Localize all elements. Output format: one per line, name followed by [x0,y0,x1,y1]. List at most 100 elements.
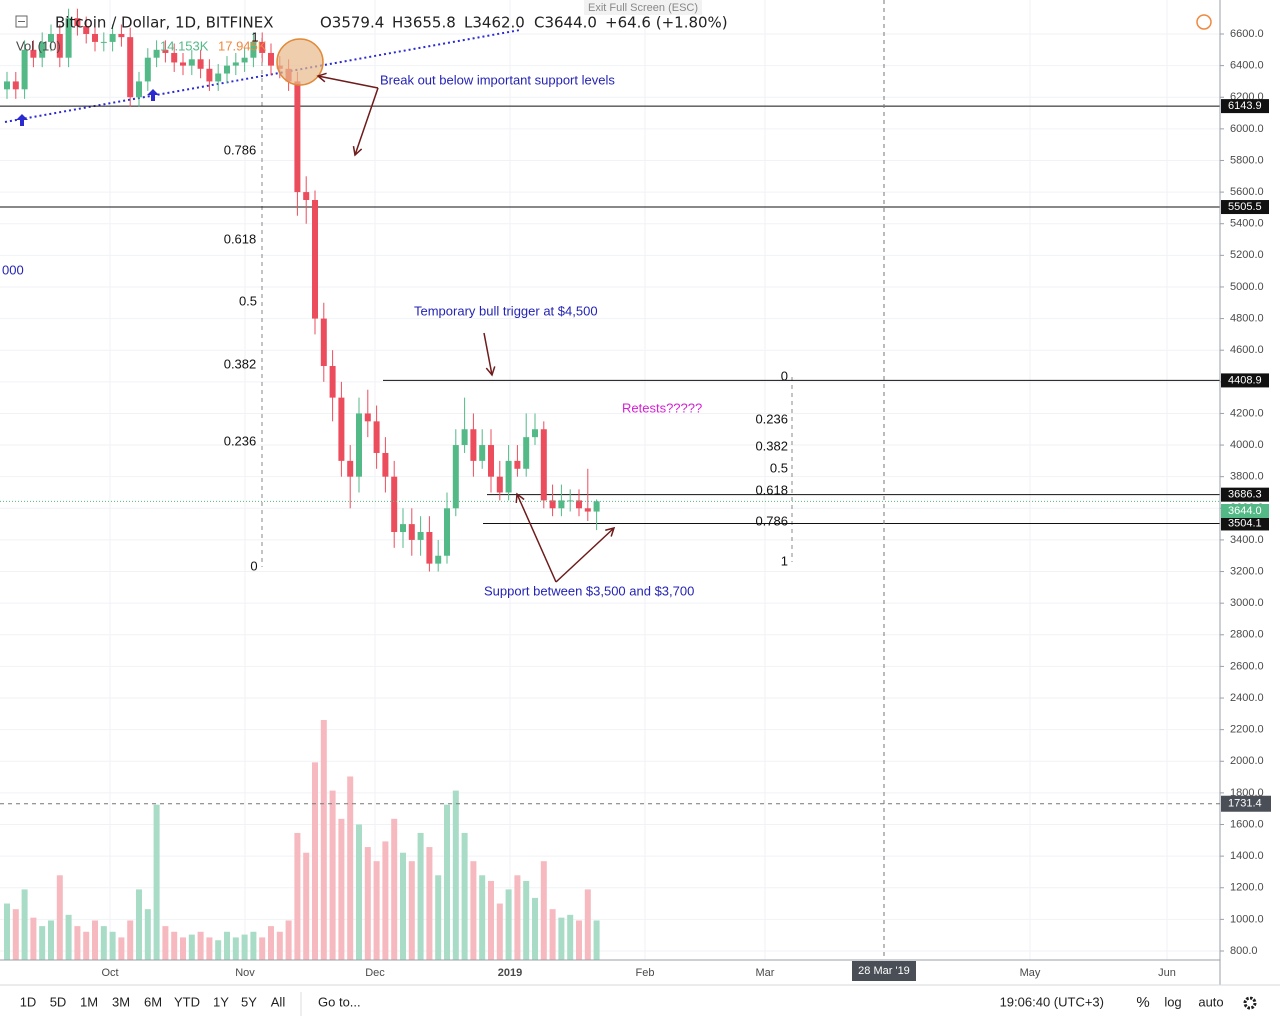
candle-body [461,429,468,446]
volume-bar [391,818,398,960]
fib-label: 0.5 [239,293,257,308]
range-button[interactable]: 1M [80,994,98,1009]
range-button[interactable]: 1Y [213,994,229,1009]
y-tick-label: 2600.0 [1230,660,1264,672]
crosshair-date-tag [852,961,916,981]
last-price-label: 3644.0 [1228,505,1262,517]
volume-bar [417,832,424,960]
y-tick-label: 4600.0 [1230,344,1264,356]
price-tag-label: 4408.9 [1228,374,1262,386]
settings-icon[interactable] [1243,996,1257,1010]
fib-label: 0.382 [224,356,257,371]
candle-body [417,532,424,540]
collapse-icon[interactable] [15,15,28,28]
x-tick-label: Mar [756,967,775,979]
plot [0,8,1220,960]
volume-bar [118,937,125,960]
candle-body [549,500,556,509]
price-tag-label: 5505.5 [1228,201,1262,213]
range-button[interactable]: 6M [144,994,162,1009]
y-tick-label: 1000.0 [1230,913,1264,925]
exit-fullscreen[interactable]: Exit Full Screen (ESC) [588,2,698,14]
annotation: Retests????? [622,400,702,415]
x-tick-label: Feb [636,967,655,979]
volume-bar [250,931,257,960]
volume-bar [100,926,107,960]
volume-bar [144,909,151,960]
y-tick-label: 2800.0 [1230,629,1264,641]
price-tag-label: 6143.9 [1228,100,1262,112]
volume-bar [259,937,266,960]
candle-body [153,49,160,58]
y-tick-label: 5400.0 [1230,218,1264,230]
volume-bar [294,832,301,960]
annotation-arrow [317,75,379,89]
volume-bar [215,940,222,960]
x-tick-label: Oct [101,967,118,979]
volume-value: 14.153K [160,38,209,53]
price-tag [1221,200,1269,215]
volume-bar [426,847,433,960]
range-button[interactable]: 5D [50,994,67,1009]
price-tag [1221,516,1269,531]
volume-bar [74,926,81,960]
range-button[interactable]: 1D [20,994,37,1009]
x-tick-label: Jun [1158,967,1176,979]
y-tick-label: 4800.0 [1230,312,1264,324]
fib-label: 1 [781,553,788,568]
ohlc-low: L3462.0 [464,14,525,32]
range-button[interactable]: All [271,994,286,1009]
fib-label: 0.786 [224,142,257,157]
volume-bar [153,804,160,960]
volume-bar [285,920,292,960]
candle-body [356,413,362,477]
candle-body [4,81,10,90]
price-tag-label: 3686.3 [1228,489,1262,501]
candle-body [109,33,116,42]
volume-bar [576,920,582,960]
candle-body [496,476,503,493]
y-tick-label: 5200.0 [1230,249,1264,261]
candle-body [180,62,186,66]
volume-bar [241,934,248,960]
volume-ma: 17.945K [218,38,267,53]
range-button[interactable]: YTD [174,994,200,1009]
volume-bar [558,917,565,960]
annotation-arrow [354,87,379,156]
price-tag [1221,487,1269,502]
volume-bar [48,920,54,960]
fib-label: 0.618 [755,482,788,497]
candle-body [364,413,371,422]
y-tick-label: 1200.0 [1230,882,1264,894]
fib-label: 0.382 [755,438,788,453]
percent-toggle[interactable]: % [1136,994,1149,1011]
candle-body [452,445,459,509]
arrow-head [515,492,525,504]
range-button[interactable]: 5Y [241,994,257,1009]
ohlc-close: C3644.0 [534,14,597,32]
alert-icon[interactable] [1196,14,1212,30]
volume-bar [382,841,389,960]
candle-body [74,18,81,27]
exit-button-bg[interactable] [584,0,702,15]
volume-bar [56,875,63,960]
fib-label: 0.236 [224,433,257,448]
goto-button[interactable]: Go to... [318,994,361,1009]
candle-body [408,524,415,540]
symbol[interactable]: Bitcoin / Dollar, 1D, BITFINEX [55,14,274,32]
arrow-head [605,526,616,537]
candle-body [435,555,442,564]
range-button[interactable]: 3M [112,994,130,1009]
volume-bar [532,897,538,960]
volume-bar [593,920,600,960]
x-tick-label: Nov [235,967,255,979]
volume-bar [109,931,116,960]
candle-body [576,500,582,509]
volume-bar [162,926,169,960]
volume-bar [197,931,204,960]
log-toggle[interactable]: log [1164,994,1181,1009]
signal-arrow [16,114,28,126]
auto-toggle[interactable]: auto [1198,994,1223,1009]
candle-body [259,41,266,53]
